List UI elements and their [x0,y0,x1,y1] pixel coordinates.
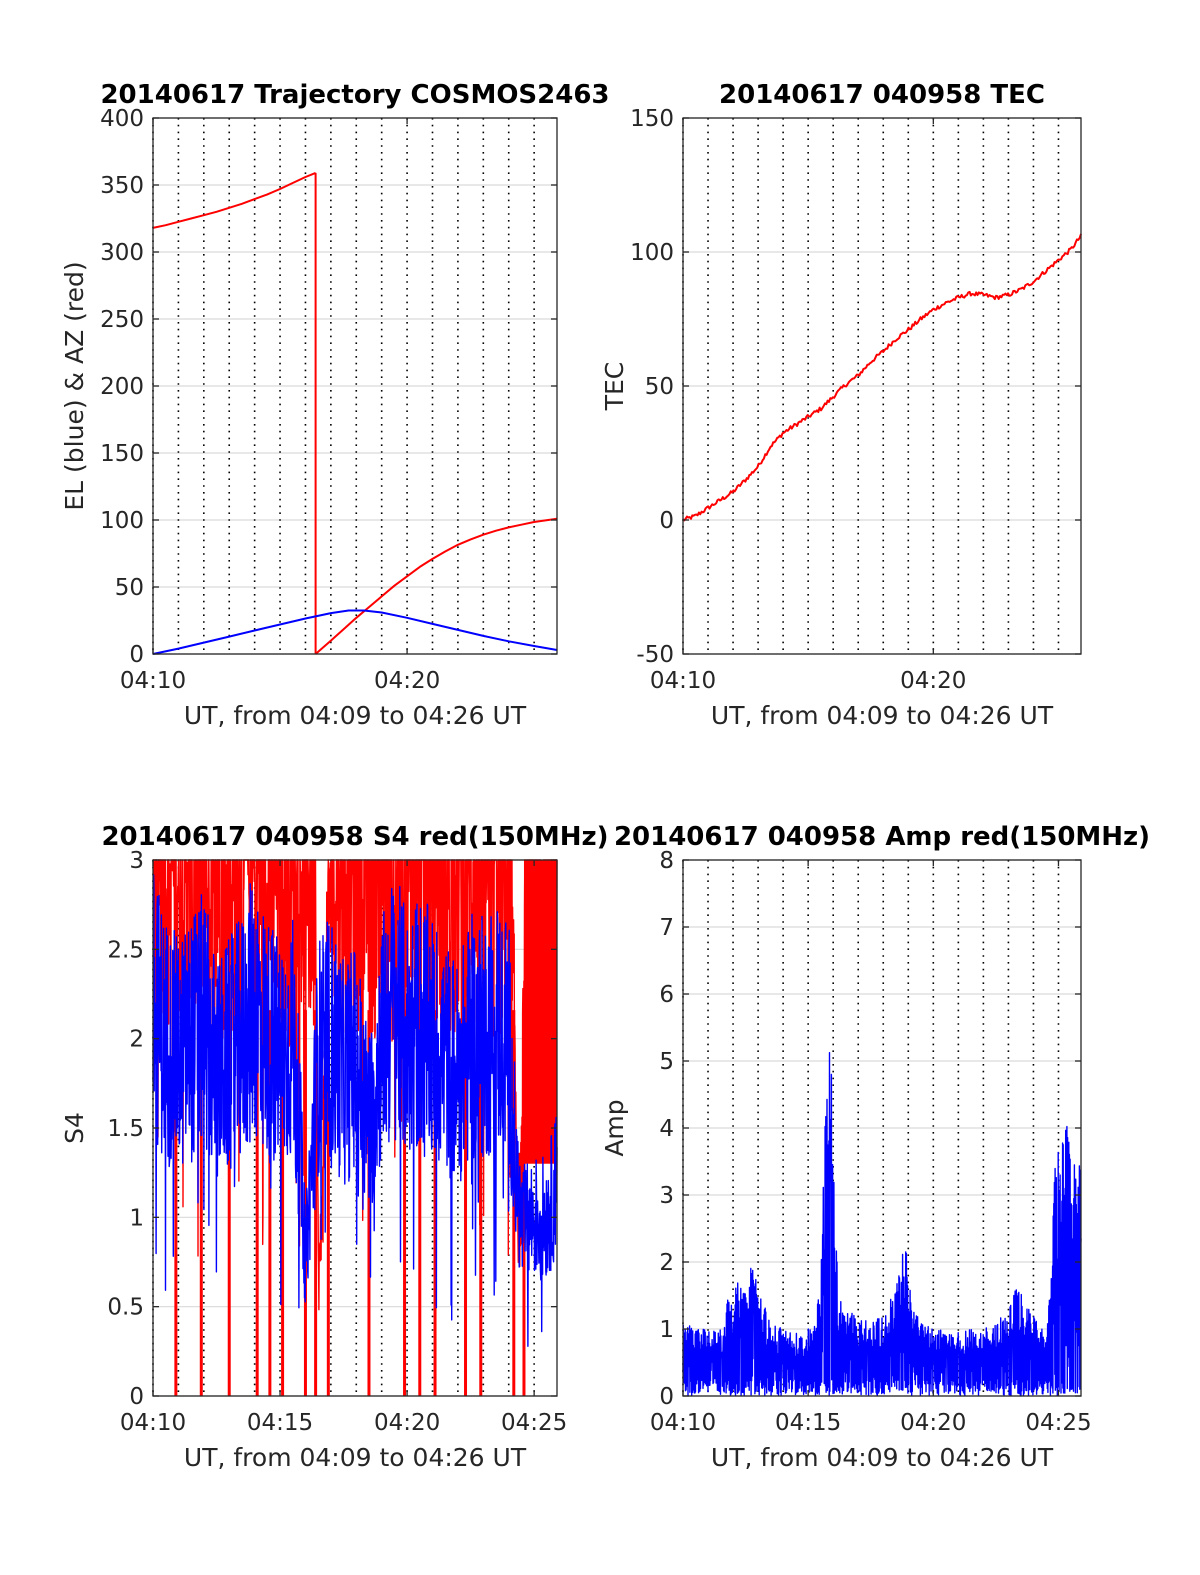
tec-plot: -50 0 50 100 150 04:10 04:20 20140617 040958 T… [600,80,1082,730]
x-tick-label: 04:20 [374,1410,440,1436]
y-tick-label: 8 [659,848,674,874]
y-tick-label: 50 [645,374,674,400]
x-tick-label: 04:20 [900,668,966,694]
y-tick-label: 250 [100,307,144,333]
y-tick-label: 0 [129,642,144,668]
y-tick-label: 150 [100,441,144,467]
y-tick-label: 1 [129,1205,144,1231]
y-tick-label: 300 [100,240,144,266]
y-tick-label: -50 [636,642,674,668]
y-tick-label: 1 [659,1317,674,1343]
amp-series [682,1052,1082,1397]
s4-axes: 0 0.5 1 1.5 2 2.5 3 04:10 04:15 04:20 04:25 [107,848,567,1436]
y-tick-label: 0 [659,1384,674,1410]
trajectory-axes: 0 50 100 150 200 250 300 350 400 04:10 04:20 [100,106,558,694]
y-tick-label: 5 [659,1049,674,1075]
series-0-line [314,517,558,655]
y-tick-label: 2.5 [107,937,144,963]
trajectory-grid [152,117,557,655]
tec-ylabel: TEC [600,362,629,412]
y-tick-label: 100 [630,240,674,266]
y-tick-label: 6 [659,982,674,1008]
trajectory-plot: 0 50 100 150 200 250 300 350 400 04:10 04:20 20140… [60,80,610,730]
y-tick-label: 400 [100,106,144,132]
amp-xlabel: UT, from 04:09 to 04:26 UT [711,1443,1054,1472]
y-tick-label: 3 [659,1183,674,1209]
x-tick-label: 04:10 [120,668,186,694]
y-tick-label: 2 [129,1027,144,1053]
x-tick-label: 04:20 [900,1410,966,1436]
y-tick-label: 100 [100,508,144,534]
tec-title: 20140617 040958 TEC [719,80,1045,110]
x-tick-label: 04:15 [775,1410,841,1436]
amp-title: 20140617 040958 Amp red(150MHz) [614,822,1150,852]
amp-plot: 0 1 2 3 4 5 6 7 8 04:10 04:15 04:20 04:25 20140617 0… [600,822,1150,1472]
y-tick-label: 0 [659,508,674,534]
trajectory-title: 20140617 Trajectory COSMOS2463 [100,80,609,110]
s4-ylabel: S4 [60,1112,89,1144]
x-tick-label: 04:20 [374,668,440,694]
x-tick-label: 04:15 [247,1410,313,1436]
amp-ylabel: Amp [600,1099,629,1156]
x-tick-label: 04:25 [1025,1410,1091,1436]
y-tick-label: 0.5 [107,1295,144,1321]
series-0-line [682,1052,1082,1397]
tec-xlabel: UT, from 04:09 to 04:26 UT [711,701,1054,730]
series-1-line [152,609,558,655]
x-tick-label: 04:10 [650,668,716,694]
tec-grid [682,117,1081,655]
trajectory-xlabel: UT, from 04:09 to 04:26 UT [184,701,527,730]
tec-series [682,233,1082,522]
amp-axes: 0 1 2 3 4 5 6 7 8 04:10 04:15 04:20 04:25 [650,848,1092,1436]
y-tick-label: 350 [100,173,144,199]
series-0-line [682,233,1082,522]
y-tick-label: 2 [659,1250,674,1276]
s4-title: 20140617 040958 S4 red(150MHz) [101,822,608,852]
series-0-line [152,171,316,229]
trajectory-ylabel: EL (blue) & AZ (red) [60,261,89,510]
s4-xlabel: UT, from 04:09 to 04:26 UT [184,1443,527,1472]
x-tick-label: 04:25 [501,1410,567,1436]
series-1-line [152,874,558,1347]
y-tick-label: 7 [659,915,674,941]
s4-plot: 0 0.5 1 1.5 2 2.5 3 04:10 04:15 04:20 04:25 201406… [60,822,609,1472]
y-tick-label: 200 [100,374,144,400]
y-tick-label: 0 [129,1384,144,1410]
y-tick-label: 1.5 [107,1116,144,1142]
y-tick-label: 50 [115,575,144,601]
x-tick-label: 04:10 [120,1410,186,1436]
y-tick-label: 4 [659,1116,674,1142]
trajectory-series [152,171,558,655]
y-tick-label: 150 [630,106,674,132]
series-0-band [523,860,557,1164]
tec-axes: -50 0 50 100 150 04:10 04:20 [630,106,1082,694]
x-tick-label: 04:10 [650,1410,716,1436]
s4-series [152,859,558,1396]
y-tick-label: 3 [129,848,144,874]
